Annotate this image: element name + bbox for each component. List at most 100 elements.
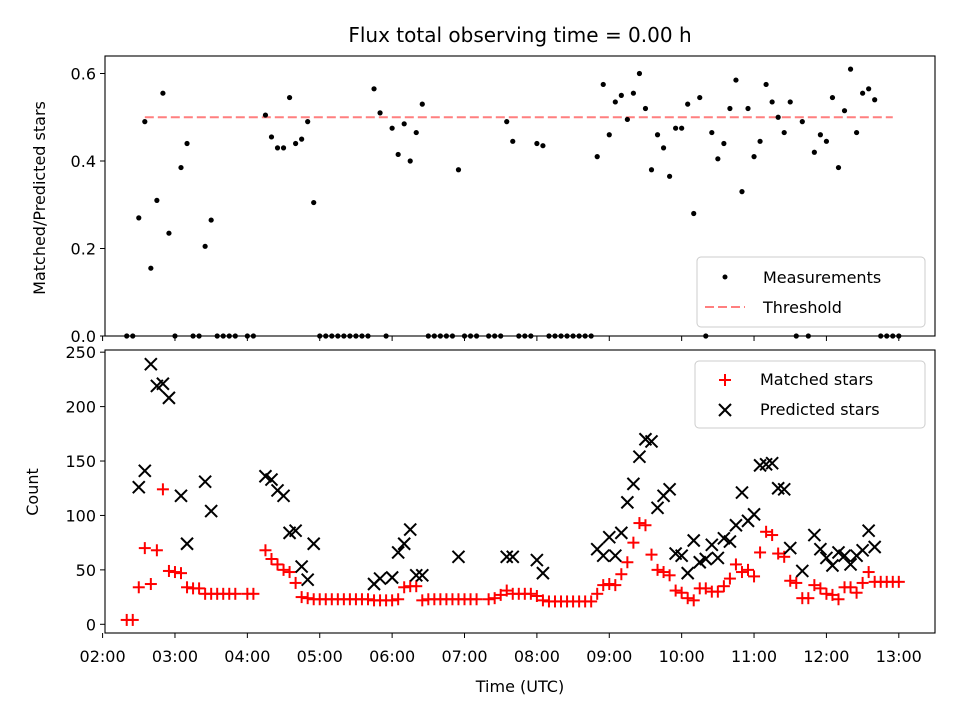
matched-star-point xyxy=(386,594,399,607)
matched-star-point xyxy=(808,579,821,592)
measurements-legend-label: Measurements xyxy=(763,268,881,287)
measurement-point xyxy=(419,101,425,107)
measurement-point xyxy=(709,129,715,136)
matched-star-point xyxy=(126,613,139,626)
measurement-point xyxy=(799,119,805,125)
matched-star-point xyxy=(597,579,610,592)
measurement-point xyxy=(787,99,793,105)
bottom-x-ticks: 02:00 03:00 04:00 05:00 06:00 07:00 08:00 09:00… xyxy=(80,633,922,666)
bottom-y-tick-label: 200 xyxy=(65,398,96,417)
predicted-star-point xyxy=(680,566,695,580)
measurement-point xyxy=(733,77,739,83)
bottom-x-tick-label: 12:00 xyxy=(803,647,849,666)
predicted-star-point xyxy=(264,472,279,487)
top-legend-box xyxy=(696,256,926,328)
predicted-star-point xyxy=(807,528,822,542)
measurement-point xyxy=(510,138,516,144)
measurement-point xyxy=(853,129,860,136)
measurement-point xyxy=(636,70,643,77)
matched-star-point xyxy=(723,572,736,585)
measurement-point xyxy=(841,108,848,114)
matched-star-point xyxy=(850,586,863,599)
measurement-point xyxy=(407,158,413,164)
matched-star-point xyxy=(802,592,815,605)
predicted-star-point xyxy=(415,568,429,583)
matched-star-point xyxy=(295,591,308,604)
measurement-point xyxy=(866,86,872,92)
predicted-star-point xyxy=(626,477,641,491)
measurement-point xyxy=(600,81,606,88)
measurement-point xyxy=(781,129,787,136)
predicted-star-point xyxy=(608,549,623,563)
predicted-star-point xyxy=(699,552,713,566)
measurement-point xyxy=(311,199,317,206)
predicted-star-point xyxy=(451,550,466,564)
measurement-point xyxy=(679,125,685,131)
matched-star-point xyxy=(175,567,188,580)
predicted-star-point xyxy=(204,504,218,518)
measurement-point xyxy=(642,105,649,112)
matched-star-point xyxy=(609,579,622,592)
matched-star-point xyxy=(361,593,374,606)
matched-star-point xyxy=(826,588,839,601)
predicted-star-point xyxy=(855,543,870,557)
measurements-legend-marker xyxy=(722,274,728,280)
matched-star-point xyxy=(651,563,664,576)
matched-star-point xyxy=(748,570,761,583)
bottom-x-tick-label: 02:00 xyxy=(80,647,126,666)
measurement-point xyxy=(148,265,154,271)
measurement-point xyxy=(775,114,781,120)
matched-star-point xyxy=(524,587,537,600)
matched-star-point xyxy=(247,587,260,600)
measurement-point xyxy=(872,97,878,103)
matched-star-point xyxy=(193,582,206,595)
predicted-star-point xyxy=(674,549,689,563)
predicted-star-point xyxy=(144,357,158,371)
measurement-point xyxy=(648,167,655,173)
measurement-point xyxy=(811,149,817,155)
predicted-star-point xyxy=(729,518,743,532)
matched-star-point xyxy=(603,578,616,591)
matched-star-point xyxy=(766,529,779,542)
matched-star-point xyxy=(398,581,411,594)
matched-star-point xyxy=(301,592,314,605)
predicted-star-point xyxy=(132,480,146,494)
measurement-point xyxy=(274,145,281,151)
bottom-legend: Matched stars Predicted stars xyxy=(694,360,926,429)
measurement-point xyxy=(401,121,407,127)
predicted-star-point xyxy=(294,559,309,574)
top-y-axis-label: Matched/Predicted stars xyxy=(30,101,49,295)
matched-star-point xyxy=(814,582,827,595)
measurement-point xyxy=(166,230,172,236)
matched-star-point xyxy=(615,568,628,581)
measurement-point xyxy=(389,125,395,131)
bottom-x-tick-label: 06:00 xyxy=(369,647,415,666)
predicted-star-point xyxy=(825,558,840,573)
matched-star-point xyxy=(488,592,501,605)
bottom-y-ticks: 0 50 100 150 200 250 xyxy=(65,343,105,634)
matched-star-point xyxy=(530,589,543,602)
measurement-point xyxy=(612,99,618,105)
predicted-star-point xyxy=(837,549,852,563)
predicted-star-point xyxy=(162,391,176,405)
matched-star-point xyxy=(229,587,242,600)
measurement-point xyxy=(455,167,462,173)
bottom-x-tick-label: 09:00 xyxy=(586,647,632,666)
bottom-x-tick-label: 04:00 xyxy=(224,647,270,666)
measurement-point xyxy=(142,119,148,125)
matched-star-point xyxy=(754,546,767,559)
top-panel: Flux total observing time = 0.00 h Match… xyxy=(30,23,936,346)
predicted-star-point xyxy=(288,523,303,538)
chart-title: Flux total observing time = 0.00 h xyxy=(348,23,691,47)
measurement-point xyxy=(829,94,836,101)
predicted-star-point xyxy=(174,489,188,503)
matched-star-point xyxy=(470,593,483,606)
bottom-y-axis-label: Count xyxy=(23,468,42,516)
measurement-point xyxy=(154,197,160,203)
measurement-point xyxy=(534,140,540,147)
matched-star-point xyxy=(892,575,905,588)
predicted-star-point xyxy=(180,537,194,551)
matched-star-point xyxy=(844,581,857,594)
matched-star-point xyxy=(832,593,845,606)
